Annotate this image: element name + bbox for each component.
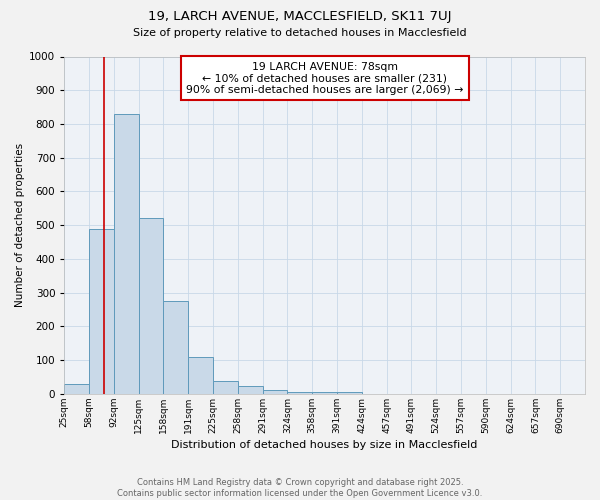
Bar — [64, 384, 89, 394]
Bar — [263, 390, 287, 394]
Bar — [287, 392, 312, 394]
Bar — [89, 228, 114, 394]
Y-axis label: Number of detached properties: Number of detached properties — [15, 143, 25, 308]
Bar — [163, 301, 188, 394]
Bar — [114, 114, 139, 394]
Bar — [139, 218, 163, 394]
Bar — [188, 357, 213, 394]
Bar — [213, 381, 238, 394]
Text: 19, LARCH AVENUE, MACCLESFIELD, SK11 7UJ: 19, LARCH AVENUE, MACCLESFIELD, SK11 7UJ — [148, 10, 452, 23]
Bar — [337, 392, 362, 394]
Text: 19 LARCH AVENUE: 78sqm
← 10% of detached houses are smaller (231)
90% of semi-de: 19 LARCH AVENUE: 78sqm ← 10% of detached… — [186, 62, 463, 95]
Bar — [312, 392, 337, 394]
Text: Contains HM Land Registry data © Crown copyright and database right 2025.
Contai: Contains HM Land Registry data © Crown c… — [118, 478, 482, 498]
Text: Size of property relative to detached houses in Macclesfield: Size of property relative to detached ho… — [133, 28, 467, 38]
X-axis label: Distribution of detached houses by size in Macclesfield: Distribution of detached houses by size … — [172, 440, 478, 450]
Bar — [238, 386, 263, 394]
